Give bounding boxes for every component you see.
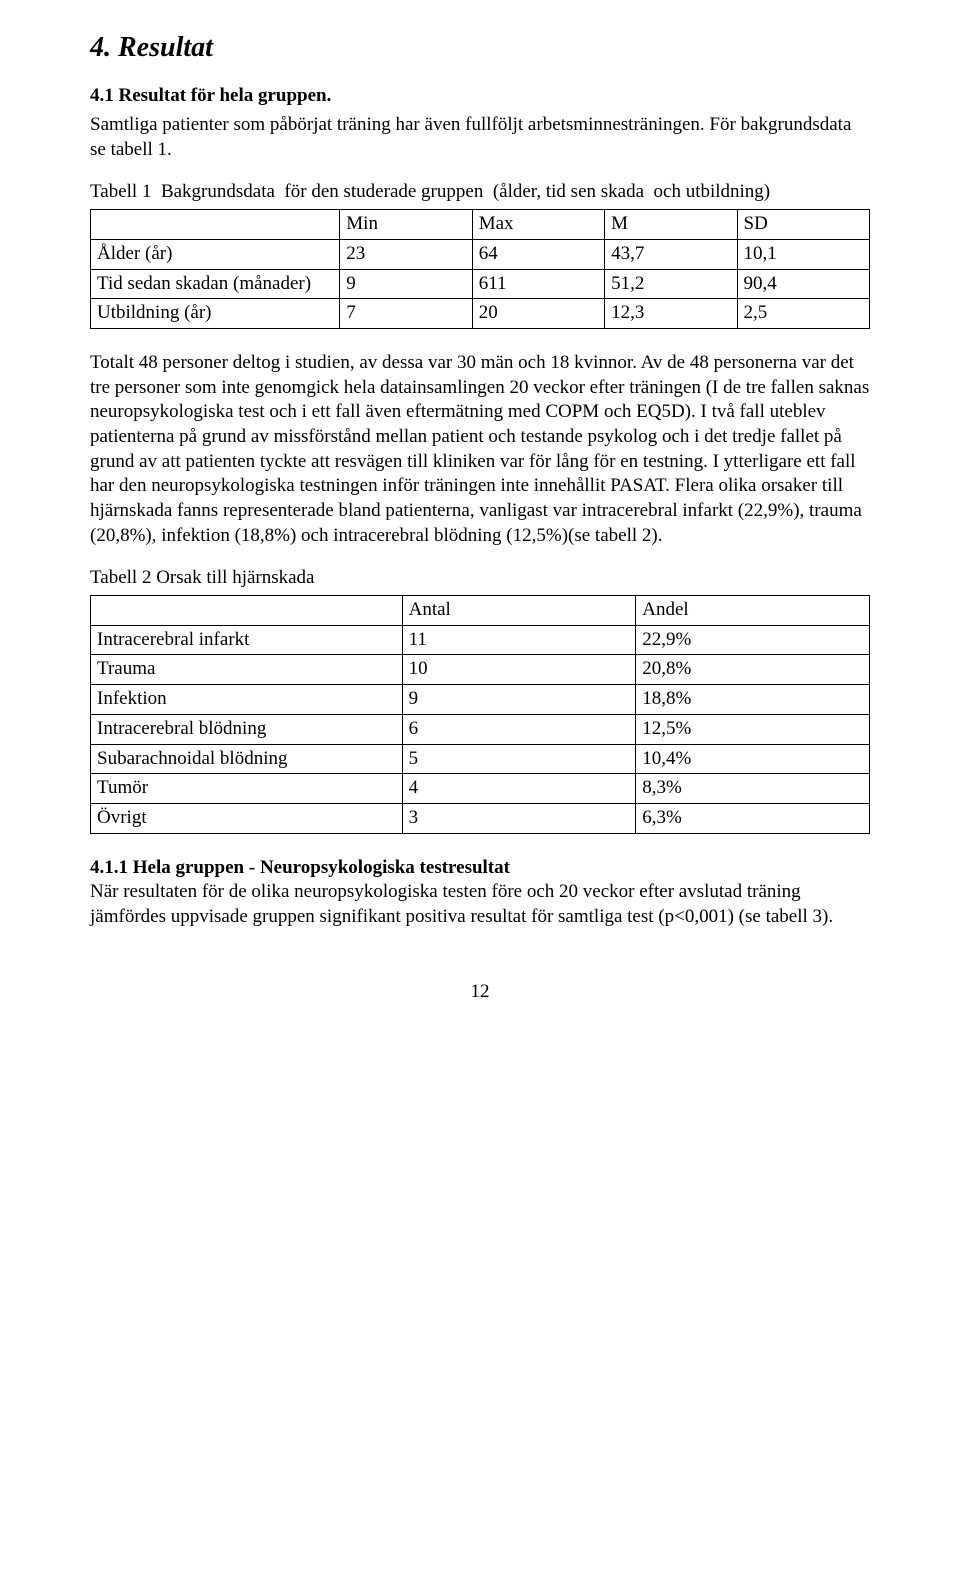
table-row: Trauma 10 20,8%: [91, 655, 870, 685]
table-row: Övrigt 3 6,3%: [91, 803, 870, 833]
table-row: Ålder (år) 23 64 43,7 10,1: [91, 239, 870, 269]
table-cell: 8,3%: [636, 774, 870, 804]
section-heading: 4. Resultat: [90, 30, 870, 66]
table-cell: Övrigt: [91, 803, 403, 833]
table-cell: 12,3: [605, 299, 737, 329]
table-cell: 10: [402, 655, 636, 685]
table-cell: 43,7: [605, 239, 737, 269]
table-row: Utbildning (år) 7 20 12,3 2,5: [91, 299, 870, 329]
table-row: Min Max M SD: [91, 210, 870, 240]
table-cell: 23: [340, 239, 472, 269]
table-cell: 22,9%: [636, 625, 870, 655]
table-cell: Min: [340, 210, 472, 240]
table-cell: 6: [402, 714, 636, 744]
table2-caption: Tabell 2 Orsak till hjärnskada: [90, 566, 870, 591]
table1-caption: Tabell 1 Bakgrundsdata för den studerade…: [90, 180, 870, 205]
subsection-heading: 4.1 Resultat för hela gruppen.: [90, 85, 331, 106]
intro-paragraph: Samtliga patienter som påbörjat träning …: [90, 113, 870, 162]
table-cell: Intracerebral infarkt: [91, 625, 403, 655]
table-cell: 10,1: [737, 239, 869, 269]
table-row: Intracerebral blödning 6 12,5%: [91, 714, 870, 744]
document-page: 4. Resultat 4.1 Resultat för hela gruppe…: [0, 0, 960, 1054]
sub411-paragraph: När resultaten för de olika neuropsykolo…: [90, 880, 870, 929]
table-cell: SD: [737, 210, 869, 240]
table-cell: 51,2: [605, 269, 737, 299]
table-cell: 611: [472, 269, 604, 299]
table-cell: 10,4%: [636, 744, 870, 774]
table-cell: 12,5%: [636, 714, 870, 744]
table-cell: 4: [402, 774, 636, 804]
table-cell: Trauma: [91, 655, 403, 685]
subsubsection-heading: 4.1.1 Hela gruppen - Neuropsykologiska t…: [90, 857, 510, 878]
body-paragraph: Totalt 48 personer deltog i studien, av …: [90, 351, 870, 549]
table-cell: 64: [472, 239, 604, 269]
page-number: 12: [90, 980, 870, 1005]
table-cell: 7: [340, 299, 472, 329]
table-cell: [91, 596, 403, 626]
table-row: Subarachnoidal blödning 5 10,4%: [91, 744, 870, 774]
table-row: Infektion 9 18,8%: [91, 685, 870, 715]
table-cell: 18,8%: [636, 685, 870, 715]
table-cell: 9: [402, 685, 636, 715]
table-cell: Infektion: [91, 685, 403, 715]
table-row: Tid sedan skadan (månader) 9 611 51,2 90…: [91, 269, 870, 299]
table-cell: 20,8%: [636, 655, 870, 685]
table-cell: Tid sedan skadan (månader): [91, 269, 340, 299]
table-row: Intracerebral infarkt 11 22,9%: [91, 625, 870, 655]
table-cell: 2,5: [737, 299, 869, 329]
table-bakgrundsdata: Min Max M SD Ålder (år) 23 64 43,7 10,1 …: [90, 209, 870, 329]
table-cell: Max: [472, 210, 604, 240]
table-cell: 11: [402, 625, 636, 655]
table-cell: Intracerebral blödning: [91, 714, 403, 744]
table-cell: 5: [402, 744, 636, 774]
table-cell: Subarachnoidal blödning: [91, 744, 403, 774]
table-cell: [91, 210, 340, 240]
table-cell: 20: [472, 299, 604, 329]
table-cell: 90,4: [737, 269, 869, 299]
table-cell: 3: [402, 803, 636, 833]
table-cell: 9: [340, 269, 472, 299]
table-cell: M: [605, 210, 737, 240]
table-row: Antal Andel: [91, 596, 870, 626]
table-cell: 6,3%: [636, 803, 870, 833]
table-cell: Utbildning (år): [91, 299, 340, 329]
table-cell: Ålder (år): [91, 239, 340, 269]
table-cell: Tumör: [91, 774, 403, 804]
table-row: Tumör 4 8,3%: [91, 774, 870, 804]
table-orsak: Antal Andel Intracerebral infarkt 11 22,…: [90, 595, 870, 834]
table-cell: Andel: [636, 596, 870, 626]
table-cell: Antal: [402, 596, 636, 626]
